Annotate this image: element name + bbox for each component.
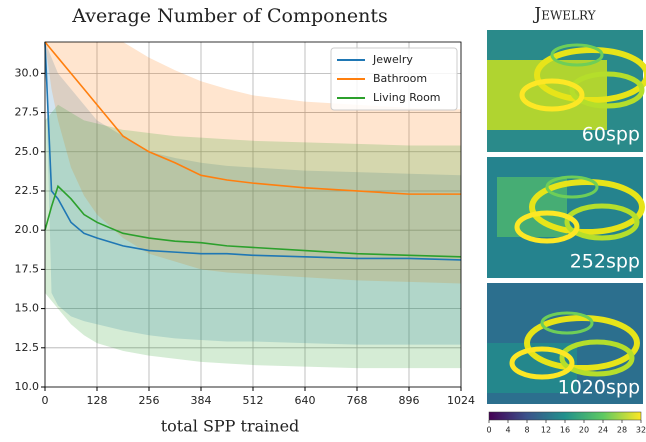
colorbar-tick-label: 12 [541, 426, 551, 435]
image-panel: 60spp [487, 30, 646, 152]
colorbar-tick-label: 8 [524, 426, 529, 435]
colorbar-tick-label: 32 [636, 426, 646, 435]
y-tick-label: 15.0 [15, 302, 40, 315]
legend-label: Living Room [373, 91, 441, 104]
panel-label: 60spp [582, 124, 640, 146]
colorbar [489, 412, 641, 420]
y-tick-label: 30.0 [15, 66, 40, 79]
x-tick-label: 384 [191, 394, 212, 407]
colorbar-tick-label: 0 [486, 426, 491, 435]
x-tick-label: 640 [295, 394, 316, 407]
y-tick-label: 12.5 [15, 341, 40, 354]
x-axis-label: total SPP trained [161, 417, 300, 436]
figure: Average Number of Components total SPP t… [0, 0, 646, 438]
legend-label: Bathroom [373, 72, 427, 85]
x-tick-label: 128 [87, 394, 108, 407]
legend-label: Jewelry [372, 53, 413, 66]
y-tick-label: 25.0 [15, 145, 40, 158]
colorbar-tick-label: 24 [598, 426, 608, 435]
colorbar-tick-label: 4 [505, 426, 510, 435]
image-panels: 60spp 252spp 1020spp [487, 30, 646, 404]
colorbar-tick-label: 20 [579, 426, 589, 435]
x-tick-label: 0 [42, 394, 49, 407]
x-tick-label: 768 [347, 394, 368, 407]
y-tick-label: 27.5 [15, 106, 40, 119]
panel-title: Jewelry [532, 5, 596, 25]
x-tick-label: 1024 [447, 394, 475, 407]
image-panel: 252spp [487, 157, 643, 278]
y-tick-label: 22.5 [15, 184, 40, 197]
image-panel: 1020spp [487, 283, 643, 404]
x-tick-label: 896 [399, 394, 420, 407]
colorbar-tick-label: 28 [617, 426, 627, 435]
chart-title: Average Number of Components [71, 5, 387, 27]
y-tick-label: 20.0 [15, 223, 40, 236]
x-tick-label: 512 [243, 394, 264, 407]
y-tick-label: 17.5 [15, 262, 40, 275]
y-tick-label: 10.0 [15, 380, 40, 393]
colorbar-tick-label: 16 [560, 426, 570, 435]
panel-label: 1020spp [558, 377, 640, 399]
x-tick-label: 256 [139, 394, 160, 407]
panel-label: 252spp [570, 251, 640, 273]
